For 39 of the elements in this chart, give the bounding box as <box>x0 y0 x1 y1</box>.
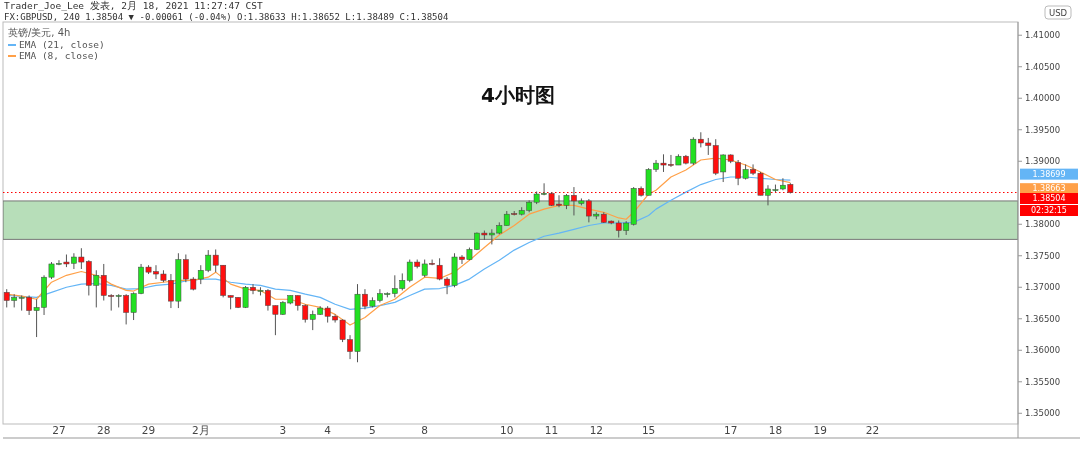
legend-title: 英镑/美元, 4h <box>8 27 71 38</box>
y-tick-label: 1.35500 <box>1025 376 1061 387</box>
x-tick-label: 8 <box>421 424 429 436</box>
x-tick-label: 15 <box>641 424 656 436</box>
y-tick-label: 1.41000 <box>1025 30 1061 41</box>
x-tick-label: 29 <box>141 424 156 436</box>
x-tick-label: 28 <box>97 424 111 436</box>
x-tick-label: 12 <box>589 424 604 436</box>
y-tick-label: 1.40500 <box>1025 61 1061 72</box>
text: 1.38663 <box>1032 184 1066 194</box>
x-tick-label: 17 <box>723 424 738 436</box>
x-tick-label: 4 <box>324 424 332 436</box>
y-tick-label: 1.39500 <box>1025 124 1061 135</box>
y-tick-label: 1.39000 <box>1025 156 1061 167</box>
text: 4小时图 <box>481 83 555 107</box>
x-tick-label: 2月 <box>191 424 210 436</box>
chart-subtitle: Trader_Joe_Lee 发表, 2月 18, 2021 11:27:47 CST <box>4 0 264 11</box>
y-tick-label: 1.36500 <box>1025 313 1061 324</box>
x-tick-label: 11 <box>544 424 559 436</box>
ref-line-label: 1.38504 <box>1032 194 1066 204</box>
text: 02:32:15 <box>1031 206 1067 216</box>
y-tick-label: 1.38000 <box>1025 219 1061 230</box>
y-tick-label: 1.36000 <box>1025 345 1061 356</box>
x-tick-label: 3 <box>279 424 287 436</box>
x-tick-label: 27 <box>52 424 66 436</box>
x-tick-label: 10 <box>500 424 514 436</box>
text: FX:GBPUSD, 240 1.38504 ▼ -0.00061 (-0.04%) O:1.38633 H:1.38652 L:1.38489 C:1.38504 <box>4 11 449 22</box>
y-tick-label: 1.37500 <box>1025 250 1061 261</box>
x-tick-label: 19 <box>813 424 827 436</box>
y-tick-label: 1.35000 <box>1025 408 1061 419</box>
x-tick-label: 18 <box>768 424 783 436</box>
x-tick-label: 22 <box>865 424 880 436</box>
legend-label: EMA (8, close) <box>19 50 100 61</box>
text: 1.38699 <box>1032 169 1066 179</box>
y-tick-label: 1.40000 <box>1025 93 1061 104</box>
legend-label: EMA (21, close) <box>19 39 105 50</box>
x-tick-label: 5 <box>369 424 376 436</box>
y-axis-title: USD <box>1048 7 1068 18</box>
y-tick-label: 1.37000 <box>1025 282 1061 293</box>
